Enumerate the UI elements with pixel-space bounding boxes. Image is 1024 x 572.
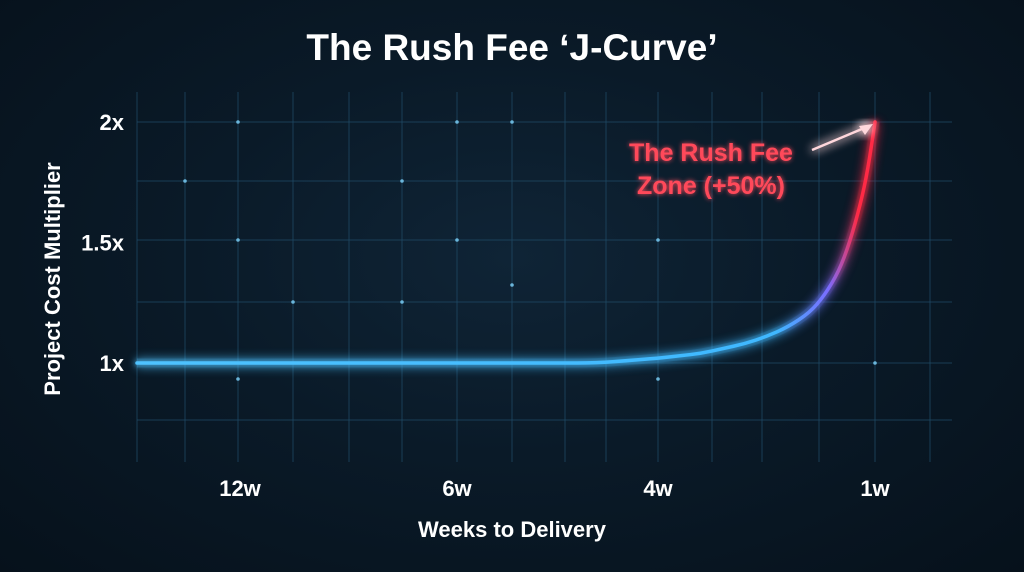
grid-sparkle [236, 377, 240, 381]
series-layer [135, 120, 880, 368]
y-tick-label: 1x [100, 351, 125, 376]
grid-sparkle [400, 300, 404, 304]
x-axis-label: Weeks to Delivery [418, 517, 607, 542]
grid-sparkle [455, 120, 459, 124]
grid-sparkle [400, 179, 404, 183]
chart-title: The Rush Fee ‘J-Curve’ [306, 27, 717, 68]
grid-sparkle [510, 283, 514, 287]
grid-sparkle [873, 361, 877, 365]
grid [136, 92, 952, 462]
grid-sparkle [510, 120, 514, 124]
grid-sparkle [455, 238, 459, 242]
grid-sparkle [656, 377, 660, 381]
x-tick-labels: 12w 6w 4w 1w [219, 476, 890, 501]
annotation-arrow [811, 124, 870, 152]
annotation-layer: The Rush Fee Zone (+50%) [629, 124, 873, 200]
grid-sparkle [291, 300, 295, 304]
annotation-label: Zone (+50%) [637, 172, 785, 200]
grid-sparkle [236, 238, 240, 242]
x-tick-label: 6w [442, 476, 472, 501]
series-line [135, 120, 877, 365]
grid-sparkle [236, 120, 240, 124]
grid-sparkle [183, 179, 187, 183]
grid-sparkle [656, 238, 660, 242]
y-axis-label: Project Cost Multiplier [40, 162, 65, 396]
y-tick-label: 2x [100, 110, 125, 135]
x-tick-label: 12w [219, 476, 261, 501]
x-tick-label: 4w [643, 476, 673, 501]
annotation-label: The Rush Fee [629, 139, 793, 167]
x-tick-label: 1w [860, 476, 890, 501]
annotation-arrowhead [859, 124, 873, 135]
y-tick-label: 1.5x [81, 231, 125, 256]
y-tick-labels: 1x 1.5x 2x [81, 110, 125, 376]
